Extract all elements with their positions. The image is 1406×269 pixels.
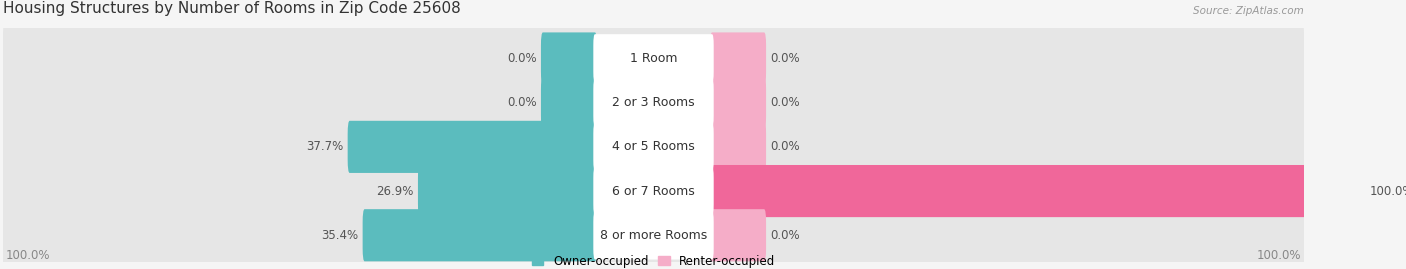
FancyBboxPatch shape <box>3 20 1305 97</box>
Text: 35.4%: 35.4% <box>321 229 359 242</box>
Text: 26.9%: 26.9% <box>375 185 413 197</box>
Text: 2 or 3 Rooms: 2 or 3 Rooms <box>612 96 695 109</box>
FancyBboxPatch shape <box>710 121 766 173</box>
FancyBboxPatch shape <box>541 77 598 129</box>
FancyBboxPatch shape <box>593 78 714 127</box>
Text: 1 Room: 1 Room <box>630 52 678 65</box>
Text: 37.7%: 37.7% <box>307 140 343 153</box>
FancyBboxPatch shape <box>541 32 598 84</box>
Text: 100.0%: 100.0% <box>1257 249 1301 262</box>
Text: 100.0%: 100.0% <box>6 249 51 262</box>
FancyBboxPatch shape <box>347 121 598 173</box>
FancyBboxPatch shape <box>593 123 714 171</box>
Text: 0.0%: 0.0% <box>770 229 800 242</box>
Text: Housing Structures by Number of Rooms in Zip Code 25608: Housing Structures by Number of Rooms in… <box>3 2 461 16</box>
Text: Source: ZipAtlas.com: Source: ZipAtlas.com <box>1194 6 1305 16</box>
Text: 0.0%: 0.0% <box>506 52 536 65</box>
Legend: Owner-occupied, Renter-occupied: Owner-occupied, Renter-occupied <box>531 254 775 268</box>
FancyBboxPatch shape <box>593 211 714 260</box>
FancyBboxPatch shape <box>710 165 1365 217</box>
Text: 0.0%: 0.0% <box>506 96 536 109</box>
FancyBboxPatch shape <box>710 32 766 84</box>
FancyBboxPatch shape <box>593 167 714 215</box>
FancyBboxPatch shape <box>710 209 766 261</box>
Text: 0.0%: 0.0% <box>770 140 800 153</box>
Text: 6 or 7 Rooms: 6 or 7 Rooms <box>612 185 695 197</box>
FancyBboxPatch shape <box>593 34 714 83</box>
Text: 4 or 5 Rooms: 4 or 5 Rooms <box>612 140 695 153</box>
FancyBboxPatch shape <box>710 77 766 129</box>
Text: 8 or more Rooms: 8 or more Rooms <box>600 229 707 242</box>
FancyBboxPatch shape <box>418 165 598 217</box>
FancyBboxPatch shape <box>363 209 598 261</box>
Text: 0.0%: 0.0% <box>770 52 800 65</box>
FancyBboxPatch shape <box>3 108 1305 185</box>
Text: 100.0%: 100.0% <box>1369 185 1406 197</box>
FancyBboxPatch shape <box>3 197 1305 269</box>
FancyBboxPatch shape <box>3 153 1305 229</box>
FancyBboxPatch shape <box>3 64 1305 141</box>
Text: 0.0%: 0.0% <box>770 96 800 109</box>
